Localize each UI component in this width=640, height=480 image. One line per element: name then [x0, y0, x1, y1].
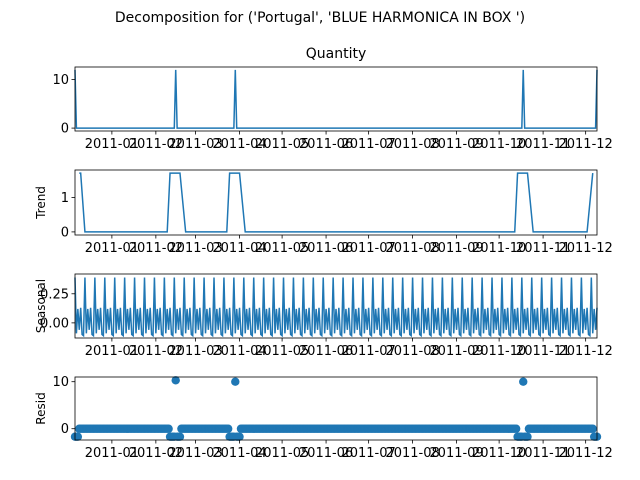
quantity-title: Quantity — [306, 46, 367, 62]
seasonal-panel: Seasonal0.000.252011-012011-022011-03201… — [34, 273, 613, 359]
quantity-xtick-label: 2011-05 — [255, 137, 309, 152]
seasonal-xtick-label: 2011-05 — [255, 344, 309, 359]
seasonal-xtick-label: 2011-12 — [558, 344, 612, 359]
resid-point — [231, 377, 240, 386]
seasonal-ylabel: Seasonal — [34, 279, 48, 333]
resid-point — [175, 432, 185, 441]
resid-xtick-label: 2011-04 — [212, 446, 266, 461]
figure-suptitle: Decomposition for ('Portugal', 'BLUE HAR… — [115, 10, 525, 26]
seasonal-ytick-label: 0.25 — [40, 287, 69, 302]
quantity-panel: Quantity0102011-012011-022011-032011-042… — [52, 46, 612, 152]
resid-point — [235, 432, 244, 441]
seasonal-axes-frame — [74, 273, 598, 339]
trend-xtick-label: 2011-07 — [341, 241, 395, 256]
trend-xtick-label: 2011-11 — [516, 241, 570, 256]
quantity-ytick-label: 10 — [52, 73, 69, 88]
trend-xtick-label: 2011-12 — [558, 241, 612, 256]
seasonal-ytick-label: 0.00 — [40, 316, 69, 331]
trend-xtick-label: 2011-03 — [168, 241, 222, 256]
resid-point — [224, 424, 233, 433]
seasonal-xtick-label: 2011-03 — [168, 344, 222, 359]
seasonal-xtick-label: 2011-08 — [385, 344, 439, 359]
seasonal-xtick-label: 2011-07 — [341, 344, 395, 359]
resid-xtick-label: 2011-10 — [472, 446, 526, 461]
resid-xtick-label: 2011-02 — [129, 446, 183, 461]
seasonal-xtick-label: 2011-04 — [212, 344, 266, 359]
resid-xtick-label: 2011-12 — [558, 446, 612, 461]
resid-panel: Resid0102011-012011-022011-032011-042011… — [34, 375, 613, 461]
resid-xtick-label: 2011-03 — [168, 446, 222, 461]
resid-xtick-label: 2011-07 — [341, 446, 395, 461]
quantity-xtick-label: 2011-09 — [429, 137, 483, 152]
quantity-xtick-label: 2011-10 — [472, 137, 526, 152]
trend-xtick-label: 2011-09 — [429, 241, 483, 256]
quantity-xtick-label: 2011-03 — [168, 137, 222, 152]
quantity-xtick-label: 2011-01 — [85, 137, 139, 152]
resid-ylabel: Resid — [34, 392, 48, 424]
seasonal-xtick-label: 2011-10 — [472, 344, 526, 359]
trend-xtick-label: 2011-04 — [212, 241, 266, 256]
trend-xtick-label: 2011-02 — [129, 241, 183, 256]
seasonal-xtick-label: 2011-02 — [129, 344, 183, 359]
resid-xtick-label: 2011-11 — [516, 446, 570, 461]
resid-point — [523, 432, 532, 441]
trend-xtick-label: 2011-05 — [255, 241, 309, 256]
resid-xtick-label: 2011-09 — [429, 446, 483, 461]
resid-point — [73, 432, 83, 441]
quantity-xtick-label: 2011-02 — [129, 137, 183, 152]
trend-xtick-label: 2011-10 — [472, 241, 526, 256]
quantity-ytick-label: 0 — [61, 122, 69, 137]
quantity-xtick-label: 2011-06 — [299, 137, 353, 152]
resid-ytick-label: 0 — [61, 422, 69, 437]
resid-axes-frame — [74, 376, 598, 441]
seasonal-xtick-label: 2011-06 — [299, 344, 353, 359]
quantity-xtick-label: 2011-11 — [516, 137, 570, 152]
quantity-xtick-label: 2011-07 — [341, 137, 395, 152]
quantity-xtick-label: 2011-04 — [212, 137, 266, 152]
resid-xtick-label: 2011-05 — [255, 446, 309, 461]
seasonal-series-line — [74, 277, 598, 338]
trend-xtick-label: 2011-06 — [299, 241, 353, 256]
trend-panel: Trend012011-012011-022011-032011-042011-… — [34, 169, 613, 256]
resid-xtick-label: 2011-06 — [299, 446, 353, 461]
trend-ylabel: Trend — [34, 186, 48, 220]
resid-ytick-label: 10 — [52, 375, 69, 390]
trend-series-line — [79, 172, 594, 233]
resid-xtick-label: 2011-01 — [85, 446, 139, 461]
subplots-group: Quantity0102011-012011-022011-032011-042… — [34, 46, 613, 461]
seasonal-xtick-label: 2011-09 — [429, 344, 483, 359]
resid-xtick-label: 2011-08 — [385, 446, 439, 461]
resid-point — [511, 424, 521, 433]
quantity-xtick-label: 2011-12 — [558, 137, 612, 152]
trend-xtick-label: 2011-01 — [85, 241, 139, 256]
quantity-xtick-label: 2011-08 — [385, 137, 439, 152]
resid-point — [588, 424, 597, 433]
seasonal-xtick-label: 2011-11 — [516, 344, 570, 359]
seasonal-xtick-label: 2011-01 — [85, 344, 139, 359]
trend-axes-frame — [74, 169, 598, 236]
trend-xtick-label: 2011-08 — [385, 241, 439, 256]
trend-ytick-label: 0 — [61, 225, 69, 240]
quantity-axes-frame — [74, 66, 598, 132]
quantity-series-line — [74, 69, 598, 129]
resid-point — [171, 376, 180, 385]
trend-ytick-label: 1 — [61, 191, 69, 206]
resid-point — [519, 377, 528, 386]
resid-point — [164, 424, 173, 433]
